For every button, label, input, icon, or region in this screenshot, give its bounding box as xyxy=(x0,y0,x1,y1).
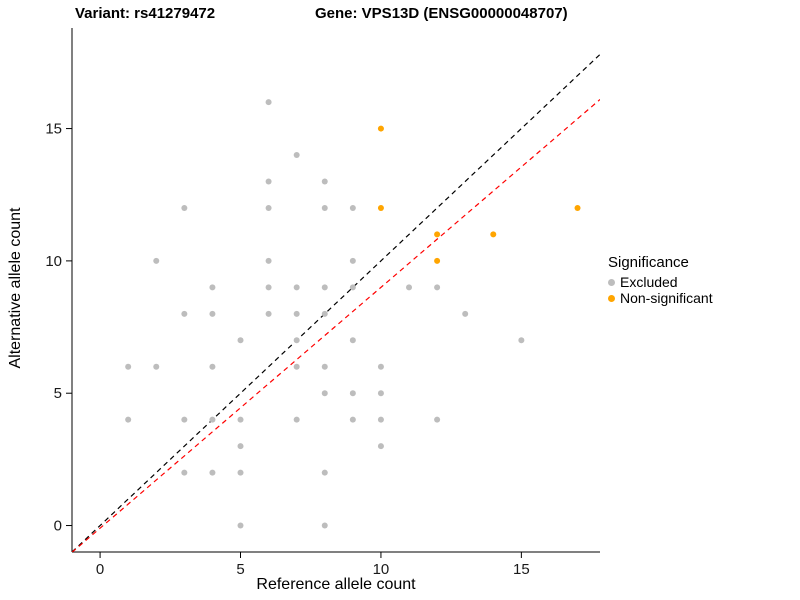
data-point-excluded xyxy=(349,257,356,264)
data-point-excluded xyxy=(181,204,188,211)
data-point-non-significant xyxy=(434,257,441,264)
data-point-excluded xyxy=(377,443,384,450)
data-point-excluded xyxy=(349,204,356,211)
data-point-excluded xyxy=(406,284,413,291)
legend-item-excluded: Excluded xyxy=(608,274,713,290)
data-point-non-significant xyxy=(377,204,384,211)
data-point-excluded xyxy=(181,469,188,476)
y-axis-label: Alternative allele count xyxy=(7,207,24,369)
x-tick-label: 0 xyxy=(96,561,104,578)
data-point-excluded xyxy=(209,469,216,476)
data-point-excluded xyxy=(209,363,216,370)
data-point-excluded xyxy=(293,284,300,291)
legend-label-excluded: Excluded xyxy=(620,274,678,290)
data-point-excluded xyxy=(237,337,244,344)
data-point-excluded xyxy=(265,257,272,264)
data-point-excluded xyxy=(153,363,160,370)
data-point-excluded xyxy=(321,204,328,211)
non-significant-point-icon xyxy=(608,294,615,302)
data-point-excluded xyxy=(349,390,356,397)
x-axis-label: Reference allele count xyxy=(256,576,416,593)
data-point-excluded xyxy=(153,257,160,264)
data-point-excluded xyxy=(434,284,441,291)
data-point-excluded xyxy=(181,416,188,423)
data-point-excluded xyxy=(321,469,328,476)
data-point-excluded xyxy=(237,469,244,476)
data-point-excluded xyxy=(518,337,525,344)
x-tick-label: 10 xyxy=(373,561,390,578)
data-point-excluded xyxy=(377,416,384,423)
data-point-non-significant xyxy=(574,204,581,211)
data-point-excluded xyxy=(209,284,216,291)
y-tick-label: 15 xyxy=(45,121,62,138)
y-tick-label: 10 xyxy=(45,253,62,270)
data-point-excluded xyxy=(462,310,469,317)
data-point-excluded xyxy=(349,284,356,291)
data-point-excluded xyxy=(265,310,272,317)
excluded-point-icon xyxy=(608,278,615,286)
data-point-excluded xyxy=(265,204,272,211)
data-point-excluded xyxy=(377,390,384,397)
identity-dashed-line xyxy=(72,54,600,552)
data-point-excluded xyxy=(181,310,188,317)
data-point-excluded xyxy=(293,152,300,159)
data-point-excluded xyxy=(209,416,216,423)
data-point-excluded xyxy=(434,416,441,423)
data-point-excluded xyxy=(321,310,328,317)
fit-dashed-line xyxy=(72,99,600,552)
data-point-excluded xyxy=(265,99,272,106)
data-point-excluded xyxy=(321,178,328,185)
y-tick-label: 0 xyxy=(54,518,62,535)
legend: Significance Excluded Non-significant xyxy=(608,254,713,306)
data-point-excluded xyxy=(125,416,132,423)
gene-title: Gene: VPS13D (ENSG00000048707) xyxy=(315,5,568,22)
x-tick-label: 5 xyxy=(236,561,244,578)
data-point-excluded xyxy=(265,178,272,185)
data-point-non-significant xyxy=(490,231,497,238)
data-point-excluded xyxy=(377,363,384,370)
data-point-excluded xyxy=(321,284,328,291)
data-point-excluded xyxy=(265,284,272,291)
data-point-excluded xyxy=(237,522,244,529)
legend-label-non-significant: Non-significant xyxy=(620,290,713,306)
data-point-non-significant xyxy=(377,125,384,132)
data-point-excluded xyxy=(321,390,328,397)
variant-title: Variant: rs41279472 xyxy=(75,5,216,22)
data-point-excluded xyxy=(321,522,328,529)
data-point-excluded xyxy=(293,310,300,317)
data-point-excluded xyxy=(293,337,300,344)
data-point-excluded xyxy=(237,443,244,450)
data-point-excluded xyxy=(293,363,300,370)
data-point-non-significant xyxy=(434,231,441,238)
legend-item-non-significant: Non-significant xyxy=(608,290,713,306)
data-point-excluded xyxy=(237,416,244,423)
y-tick-label: 5 xyxy=(54,385,62,402)
data-point-excluded xyxy=(293,416,300,423)
data-point-excluded xyxy=(349,337,356,344)
data-point-excluded xyxy=(349,416,356,423)
legend-title: Significance xyxy=(608,254,689,271)
data-point-excluded xyxy=(209,310,216,317)
data-point-excluded xyxy=(321,363,328,370)
x-tick-label: 15 xyxy=(513,561,530,578)
data-point-excluded xyxy=(125,363,132,370)
